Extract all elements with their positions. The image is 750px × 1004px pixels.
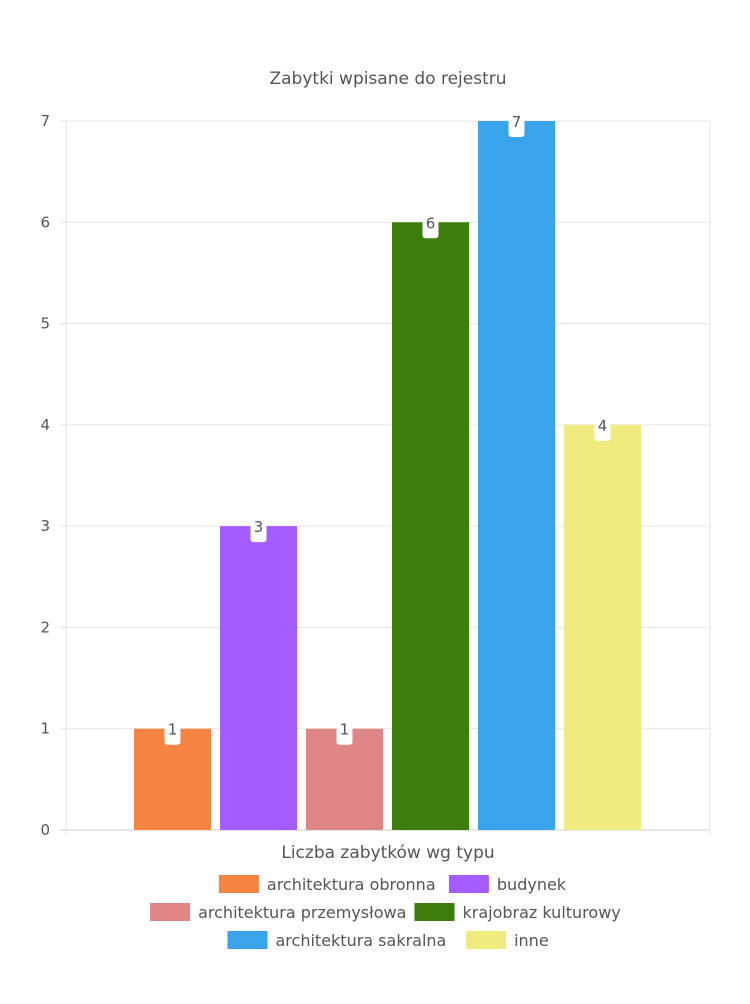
data-label-5: 4 xyxy=(594,417,611,441)
legend-label: inne xyxy=(514,931,549,950)
legend[interactable]: architektura obronna budynek architektura … xyxy=(150,875,621,950)
bar-3[interactable] xyxy=(392,222,469,831)
data-label-bg xyxy=(508,119,525,137)
data-labels: 1 3 1 6 7 4 xyxy=(164,113,611,745)
data-label-3: 6 xyxy=(422,214,439,239)
data-label-4: 7 xyxy=(508,113,525,137)
data-label-text: 7 xyxy=(512,113,522,131)
legend-label: architektura przemysłowa xyxy=(198,903,406,922)
data-label-bg xyxy=(594,422,611,441)
data-label-text: 3 xyxy=(254,518,264,536)
data-label-text: 6 xyxy=(426,214,436,232)
legend-item-1[interactable]: budynek xyxy=(448,875,567,894)
legend-item-5[interactable]: inne xyxy=(466,931,549,950)
y-tick-label: 1 xyxy=(40,720,50,738)
data-label-2: 1 xyxy=(336,721,353,745)
legend-swatch xyxy=(466,931,507,949)
bar-2[interactable] xyxy=(306,728,383,830)
y-tick-label: 2 xyxy=(40,618,50,636)
data-label-0: 1 xyxy=(164,721,181,745)
data-label-bg xyxy=(164,726,181,745)
data-label-bg xyxy=(422,220,439,239)
bars xyxy=(134,121,641,831)
data-label-bg xyxy=(250,524,267,543)
legend-item-3[interactable]: krajobraz kulturowy xyxy=(414,903,621,922)
legend-item-0[interactable]: architektura obronna xyxy=(218,875,436,894)
y-tick-label: 0 xyxy=(40,821,50,839)
data-label-1: 3 xyxy=(250,518,267,543)
bar-1[interactable] xyxy=(220,526,297,830)
x-axis-title: Liczba zabytków wg typu xyxy=(281,843,494,863)
y-tick-label: 7 xyxy=(40,112,50,130)
bar-4[interactable] xyxy=(478,121,555,830)
data-label-text: 1 xyxy=(168,721,178,739)
legend-item-4[interactable]: architektura sakralna xyxy=(227,931,447,950)
legend-item-2[interactable]: architektura przemysłowa xyxy=(150,903,406,922)
y-tick-label: 5 xyxy=(40,315,50,333)
chart-title: Zabytki wpisane do rejestru xyxy=(269,69,506,89)
legend-swatch xyxy=(150,903,191,921)
y-axis: 0 1 2 3 4 5 6 7 xyxy=(40,112,50,839)
y-tick-label: 4 xyxy=(40,416,50,434)
data-label-bg xyxy=(336,726,353,745)
legend-swatch xyxy=(218,875,259,893)
data-label-text: 4 xyxy=(598,417,608,435)
legend-label: krajobraz kulturowy xyxy=(463,903,621,922)
legend-swatch xyxy=(227,931,268,949)
legend-label: architektura obronna xyxy=(267,875,436,894)
legend-swatch xyxy=(414,903,455,921)
legend-label: architektura sakralna xyxy=(276,931,447,950)
bar-5[interactable] xyxy=(564,424,641,830)
bar-0[interactable] xyxy=(134,728,211,830)
legend-swatch xyxy=(448,875,489,893)
y-tick-label: 6 xyxy=(40,213,50,231)
y-tick-label: 3 xyxy=(40,517,50,535)
legend-label: budynek xyxy=(497,875,567,894)
data-label-text: 1 xyxy=(340,721,350,739)
